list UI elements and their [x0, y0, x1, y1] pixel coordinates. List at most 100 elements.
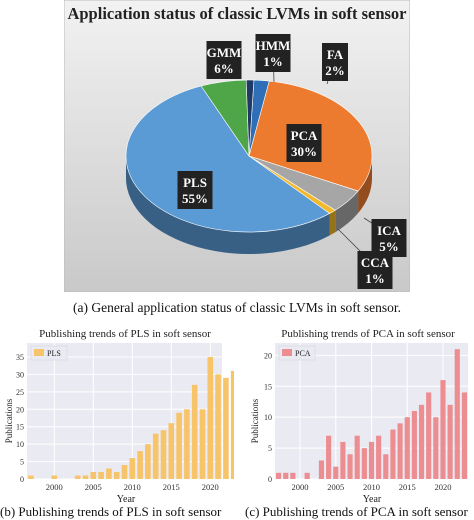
- pls-bar: [129, 458, 136, 479]
- pls-x-tick-label: 2015: [163, 482, 180, 492]
- pie-value-pls: 55%: [182, 191, 208, 206]
- pca-chart-title: Publishing trends of PCA in soft sensor: [281, 328, 455, 340]
- pca-bar: [347, 454, 353, 479]
- pls-bar: [51, 475, 58, 479]
- pca-bar: [418, 404, 425, 479]
- pca-bar: [461, 392, 467, 479]
- pie-label-box-cca: [357, 251, 393, 289]
- pie-label-box-fa: [322, 43, 348, 81]
- pie-slice-pls: [125, 85, 331, 233]
- pls-y-tick-label: 25: [16, 388, 24, 397]
- pls-bar: [168, 423, 175, 479]
- pie-side-pls: [126, 156, 330, 255]
- pie-label-cca: CCA: [361, 255, 390, 270]
- pie-label-box-gmm: [206, 41, 242, 79]
- pca-bar: [361, 448, 367, 479]
- pie-label-box-hmm: [255, 34, 291, 72]
- pls-bar: [207, 356, 214, 479]
- pca-x-tick-label: 2005: [327, 482, 344, 492]
- pls-x-tick-label: 2020: [202, 482, 219, 492]
- pca-chart-panel: Publishing trends of PCA in soft sensor …: [238, 321, 474, 514]
- pls-bar: [90, 472, 97, 479]
- pca-y-tick-label: 10: [264, 413, 272, 422]
- pie-label-box-ica: [371, 219, 407, 257]
- pca-bar: [390, 429, 396, 479]
- pls-bar: [137, 451, 143, 479]
- pls-bar: [121, 465, 128, 479]
- pie-side-cca: [329, 210, 336, 236]
- pls-x-tick-label: 2000: [46, 482, 63, 492]
- pca-bar: [333, 466, 339, 479]
- pca-bar: [440, 380, 446, 479]
- pie-label-fa: FA: [327, 47, 344, 62]
- pca-y-tick-label: 15: [264, 382, 272, 391]
- pca-bar: [318, 460, 325, 479]
- pca-bar: [397, 423, 403, 479]
- pls-bar: [215, 374, 221, 479]
- pca-bar: [354, 435, 360, 479]
- pls-legend-label: PLS: [47, 349, 61, 358]
- pca-bar: [304, 472, 310, 479]
- pca-bar: [290, 472, 296, 479]
- pls-x-tick-label: 2010: [124, 482, 141, 492]
- pls-x-tick-label: 2005: [85, 482, 102, 492]
- pie-label-box-pls: [177, 171, 213, 209]
- caption-c: (c) Publishing trends of PCA in soft sen…: [245, 504, 468, 519]
- pca-legend-swatch: [282, 349, 292, 356]
- pca-x-axis-label: Year: [363, 494, 382, 505]
- pca-x-tick-label: 2015: [399, 482, 416, 492]
- pca-bar: [283, 472, 289, 479]
- pls-y-tick-label: 30: [16, 370, 24, 379]
- pca-bar-chart: Publishing trends of PCA in soft sensor …: [250, 328, 468, 505]
- pie-side-pca: [358, 156, 372, 214]
- pca-bar: [383, 454, 389, 479]
- pca-bar: [447, 404, 453, 479]
- pie-value-pca: 30%: [291, 144, 317, 159]
- pls-bar: [113, 472, 120, 479]
- pls-bar: [199, 409, 206, 479]
- pls-y-tick-label: 0: [20, 475, 24, 484]
- pca-x-tick-label: 2000: [292, 482, 309, 492]
- pie-slice-hmm: [245, 79, 255, 157]
- pls-bar: [152, 433, 159, 479]
- pie-value-cca: 1%: [365, 271, 385, 286]
- pie-value-hmm: 1%: [263, 54, 283, 69]
- pca-bar: [411, 411, 417, 479]
- pie-label-pls: PLS: [183, 175, 207, 190]
- pls-bar: [145, 444, 151, 479]
- pls-y-tick-label: 5: [20, 458, 24, 467]
- pca-legend-label: PCA: [295, 349, 311, 358]
- pca-bar: [340, 441, 346, 479]
- pca-y-axis-label: Publications: [250, 398, 260, 443]
- pie-side-ica: [335, 191, 359, 233]
- pca-bar: [433, 417, 439, 479]
- pca-y-tick-label: 5: [268, 444, 272, 453]
- pls-bar: [98, 472, 104, 479]
- pls-bar: [74, 475, 81, 479]
- pls-bar: [184, 409, 190, 479]
- pca-bar: [368, 441, 375, 479]
- pie-label-box-pca: [286, 124, 322, 162]
- pls-bar: [191, 384, 198, 479]
- pca-bar: [426, 392, 432, 479]
- pls-bar: [160, 430, 167, 479]
- pca-bar: [454, 349, 460, 479]
- pls-x-axis-label: Year: [117, 494, 136, 505]
- pls-bar: [223, 377, 229, 479]
- pie-chart: Application status of classic LVMs in so…: [63, 0, 411, 293]
- pca-bar: [376, 435, 382, 479]
- pls-bar: [28, 475, 34, 479]
- pca-x-tick-label: 2020: [434, 482, 451, 492]
- pls-chart-title: Publishing trends of PLS in soft sensor: [39, 328, 211, 340]
- pls-y-tick-label: 35: [16, 353, 24, 362]
- pls-y-tick-label: 20: [16, 405, 24, 414]
- pie-label-ica: ICA: [377, 223, 401, 238]
- pca-y-tick-label: 0: [268, 475, 272, 484]
- pca-x-tick-label: 2010: [363, 482, 380, 492]
- pie-label-hmm: HMM: [256, 38, 291, 53]
- pls-bar-chart: Publishing trends of PLS in soft sensor …: [4, 328, 253, 505]
- pie-label-pca: PCA: [291, 128, 318, 143]
- pca-bar: [326, 435, 332, 479]
- pls-y-tick-label: 10: [16, 440, 24, 449]
- pls-y-axis-label: Publications: [4, 398, 14, 443]
